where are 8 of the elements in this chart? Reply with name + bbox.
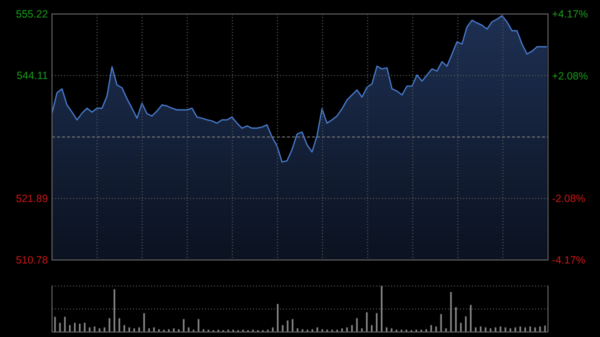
y-tick-label: 555.22 [16,8,48,21]
y-tick-label: 544.11 [16,70,48,82]
y2-tick-label: +2.08% [552,70,588,82]
y2-tick-label: +4.17% [552,8,588,21]
y-tick-label: 521.89 [16,193,48,206]
y-tick-label: 510.78 [16,254,48,267]
y2-tick-label: -4.17% [552,254,586,267]
y2-tick-label: -2.08% [552,193,586,206]
